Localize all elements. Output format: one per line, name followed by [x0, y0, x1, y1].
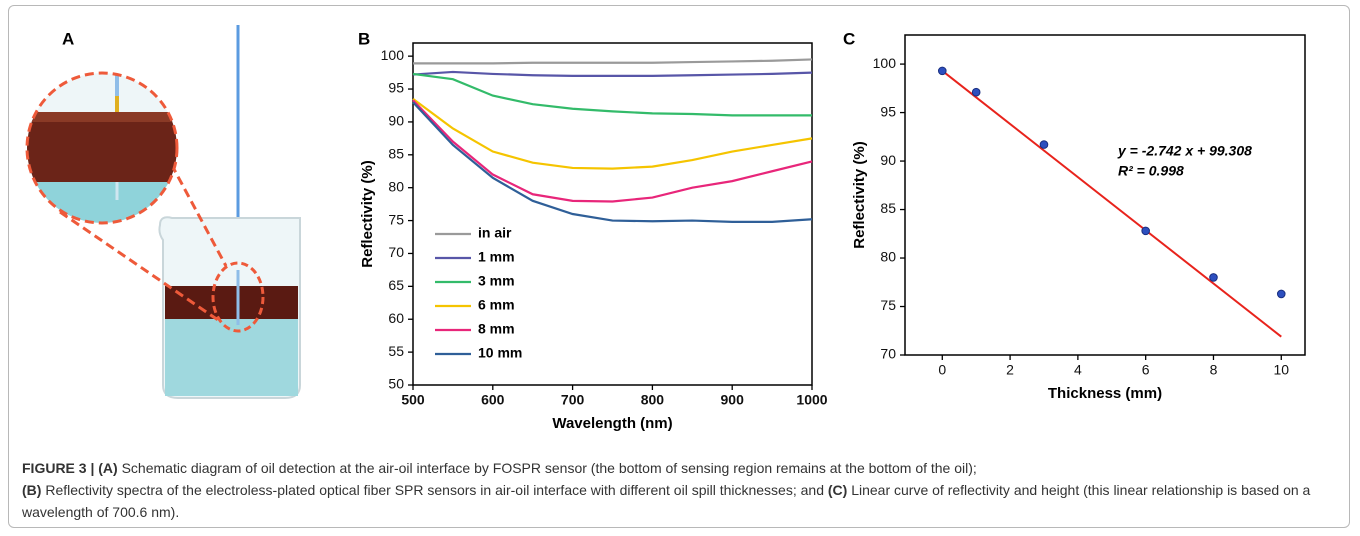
x-tick-label: 8: [1210, 362, 1218, 378]
zoom-line: [59, 210, 219, 322]
panel-label: C: [843, 29, 855, 48]
legend-label: 8 mm: [478, 321, 515, 337]
y-tick-label: 70: [880, 346, 896, 362]
plot-frame: [904, 34, 1306, 356]
caption-text: Schematic diagram of oil detection at th…: [117, 460, 977, 476]
y-tick-label: 85: [880, 200, 896, 216]
data-point: [1039, 140, 1049, 149]
plot-frame: [412, 42, 813, 386]
fit-r2: R² = 0.998: [1118, 163, 1184, 179]
x-tick-label: 2: [1006, 362, 1014, 378]
x-axis-label: Thickness (mm): [1048, 385, 1162, 402]
zoom-oil: [27, 120, 177, 182]
caption-bold: (B): [22, 482, 42, 498]
y-tick-label: 75: [388, 211, 404, 227]
y-tick-label: 60: [388, 310, 404, 326]
y-tick-label: 90: [388, 113, 404, 129]
series-line: [412, 98, 813, 170]
y-tick-label: 80: [388, 178, 404, 194]
y-tick-label: 100: [381, 47, 405, 63]
x-tick-label: 700: [561, 392, 585, 408]
x-tick-label: 4: [1074, 362, 1082, 378]
y-tick-label: 50: [388, 376, 404, 392]
data-point: [1209, 273, 1218, 282]
y-tick-label: 75: [880, 297, 896, 313]
zoom-circle: [25, 71, 179, 225]
x-axis-label: Wavelength (nm): [552, 415, 672, 432]
x-tick-label: 500: [401, 392, 425, 408]
legend-label: 1 mm: [478, 249, 515, 265]
panel-label: A: [62, 29, 74, 48]
x-tick-label: 800: [641, 392, 665, 408]
series-line: [412, 72, 812, 117]
caption-text: Reflectivity spectra of the electroless-…: [41, 482, 828, 498]
y-tick-label: 85: [388, 146, 404, 162]
caption: FIGURE 3 | (A) Schematic diagram of oil …: [22, 457, 1338, 523]
x-tick-label: 600: [481, 392, 505, 408]
figure-frame: [8, 5, 1350, 528]
x-tick-label: 0: [938, 362, 946, 378]
water: [165, 318, 298, 396]
y-tick-label: 95: [388, 80, 404, 96]
caption-bold: FIGURE 3 | (A): [22, 460, 118, 476]
data-point: [1141, 226, 1150, 236]
caption-bold: (C): [827, 482, 848, 498]
series-line: [412, 99, 813, 203]
y-tick-label: 95: [880, 103, 896, 119]
caption-text: Linear curve of reflectivity and height …: [22, 482, 1311, 520]
y-tick-label: 55: [388, 343, 404, 359]
data-point: [937, 66, 947, 76]
x-tick-label: 1000: [796, 392, 827, 408]
x-tick-label: 6: [1142, 362, 1150, 378]
fit-line: [941, 70, 1282, 338]
y-tick-label: 65: [388, 277, 404, 293]
focus-ellipse: [211, 261, 265, 333]
legend-label: 3 mm: [478, 273, 515, 289]
y-axis-label: Reflectivity (%): [359, 160, 376, 268]
fit-equation: y = -2.742 x + 99.308: [1117, 143, 1252, 159]
legend-label: in air: [478, 225, 512, 241]
zoom-oil-top: [27, 112, 177, 122]
data-point: [1276, 289, 1286, 299]
schematic: [25, 25, 301, 399]
y-tick-label: 90: [880, 152, 896, 168]
panel-label: B: [358, 29, 370, 48]
y-tick-label: 70: [388, 244, 404, 260]
y-axis-label: Reflectivity (%): [851, 141, 868, 249]
x-tick-label: 900: [721, 392, 745, 408]
y-tick-label: 100: [873, 55, 897, 71]
legend-label: 10 mm: [478, 345, 522, 361]
series-line: [413, 58, 813, 65]
y-tick-label: 80: [880, 249, 896, 265]
data-point: [971, 87, 981, 97]
series-line: [412, 101, 813, 223]
x-tick-label: 10: [1273, 362, 1289, 378]
oil: [165, 286, 298, 319]
series-line: [412, 70, 813, 77]
legend-label: 6 mm: [478, 297, 515, 313]
